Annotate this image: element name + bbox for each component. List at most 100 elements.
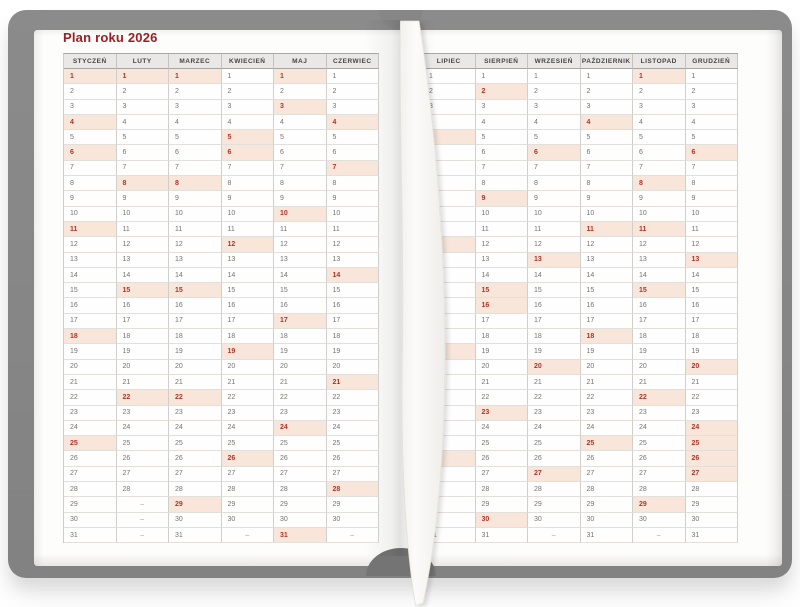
day-cell: 14	[326, 267, 379, 284]
day-cell: 6	[475, 145, 528, 161]
day-cell: 12	[423, 237, 476, 253]
day-cell: 8	[475, 176, 528, 192]
day-cell: 25	[580, 436, 633, 452]
day-cell: 12	[580, 237, 633, 253]
day-cell: 6	[685, 145, 738, 161]
day-cell: 7	[685, 160, 738, 177]
day-cell: 13	[528, 252, 581, 268]
day-cell: 25	[221, 436, 274, 452]
day-cell: 29	[64, 497, 117, 513]
day-cell: 20	[326, 359, 379, 375]
day-cell: 5	[116, 130, 169, 146]
day-cell: 13	[423, 252, 476, 268]
day-cell: 9	[475, 191, 528, 207]
day-cell: 24	[116, 420, 169, 437]
day-cell: 14	[685, 267, 738, 284]
day-cell: 21	[64, 374, 117, 391]
day-cell: 2	[580, 84, 633, 100]
day-cell: 11	[475, 221, 528, 238]
day-cell: 24	[169, 420, 222, 437]
day-cell: 3	[685, 99, 738, 115]
day-cell: 30	[633, 512, 686, 528]
day-cell: 26	[221, 451, 274, 467]
day-cell: 10	[685, 206, 738, 222]
day-cell: 2	[221, 84, 274, 100]
empty-day-cell: –	[326, 527, 379, 544]
day-cell: 19	[221, 344, 274, 360]
day-cell: 5	[528, 130, 581, 146]
day-cell: 25	[423, 436, 476, 452]
day-cell: 12	[685, 237, 738, 253]
day-cell: 23	[528, 405, 581, 421]
day-cell: 15	[423, 283, 476, 299]
day-cell: 14	[528, 267, 581, 284]
day-cell: 18	[580, 329, 633, 345]
day-cell: 20	[528, 359, 581, 375]
day-cell: 15	[326, 283, 379, 299]
day-cell: 30	[580, 512, 633, 528]
day-cell: 4	[685, 114, 738, 131]
day-cell: 6	[116, 145, 169, 161]
day-cell: 5	[475, 130, 528, 146]
day-cell: 23	[274, 405, 327, 421]
day-cell: 9	[528, 191, 581, 207]
day-cell: 18	[528, 329, 581, 345]
day-cell: 22	[64, 390, 117, 406]
day-cell: 2	[475, 84, 528, 100]
day-cell: 21	[274, 374, 327, 391]
day-cell: 19	[169, 344, 222, 360]
day-cell: 21	[423, 374, 476, 391]
day-cell: 2	[274, 84, 327, 100]
day-cell: 17	[580, 313, 633, 330]
day-cell: 5	[633, 130, 686, 146]
day-cell: 26	[326, 451, 379, 467]
day-cell: 5	[221, 130, 274, 146]
day-cell: 24	[221, 420, 274, 437]
day-cell: 18	[274, 329, 327, 345]
day-cell: 8	[274, 176, 327, 192]
day-cell: 13	[685, 252, 738, 268]
day-cell: 17	[475, 313, 528, 330]
day-cell: 25	[326, 436, 379, 452]
day-cell: 27	[274, 466, 327, 483]
day-cell: 4	[116, 114, 169, 131]
day-cell: 21	[475, 374, 528, 391]
day-cell: 24	[274, 420, 327, 437]
day-cell: 27	[221, 466, 274, 483]
day-cell: 9	[580, 191, 633, 207]
month-header: KWIECIEŃ	[221, 54, 274, 69]
day-cell: 29	[326, 497, 379, 513]
day-cell: 3	[423, 99, 476, 115]
day-cell: 28	[423, 482, 476, 498]
day-cell: 28	[528, 482, 581, 498]
day-cell: 18	[633, 329, 686, 345]
day-cell: 8	[169, 176, 222, 192]
day-cell: 2	[685, 84, 738, 100]
day-cell: 2	[423, 84, 476, 100]
day-cell: 14	[64, 267, 117, 284]
day-cell: 9	[169, 191, 222, 207]
day-cell: 29	[580, 497, 633, 513]
day-cell: 29	[423, 497, 476, 513]
day-cell: 16	[221, 298, 274, 314]
day-cell: 27	[633, 466, 686, 483]
day-cell: 1	[528, 69, 581, 85]
day-cell: 2	[633, 84, 686, 100]
day-cell: 16	[685, 298, 738, 314]
day-cell: 18	[685, 329, 738, 345]
day-cell: 25	[116, 436, 169, 452]
day-cell: 20	[633, 359, 686, 375]
day-cell: 1	[580, 69, 633, 85]
day-cell: 2	[116, 84, 169, 100]
day-cell: 12	[274, 237, 327, 253]
day-cell: 16	[423, 298, 476, 314]
day-cell: 24	[528, 420, 581, 437]
day-cell: 8	[528, 176, 581, 192]
day-cell: 17	[633, 313, 686, 330]
day-cell: 10	[274, 206, 327, 222]
day-cell: 3	[116, 99, 169, 115]
day-cell: 3	[633, 99, 686, 115]
day-cell: 6	[221, 145, 274, 161]
month-header: MAJ	[274, 54, 327, 69]
